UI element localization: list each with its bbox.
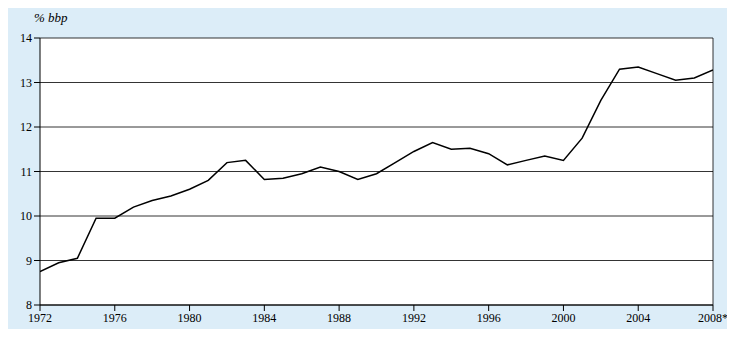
svg-text:12: 12 bbox=[20, 120, 32, 134]
svg-text:1996: 1996 bbox=[477, 311, 501, 325]
svg-text:13: 13 bbox=[20, 76, 32, 90]
svg-text:14: 14 bbox=[20, 31, 32, 45]
html-text:% bbp: % bbp bbox=[34, 10, 68, 25]
svg-text:2000: 2000 bbox=[551, 311, 575, 325]
svg-text:2004: 2004 bbox=[626, 311, 650, 325]
svg-text:2008*: 2008* bbox=[698, 311, 727, 325]
svg-text:11: 11 bbox=[20, 165, 32, 179]
svg-text:1988: 1988 bbox=[327, 311, 351, 325]
svg-text:1992: 1992 bbox=[402, 311, 426, 325]
svg-text:9: 9 bbox=[26, 254, 32, 268]
svg-text:8: 8 bbox=[26, 298, 32, 312]
svg-text:10: 10 bbox=[20, 209, 32, 223]
svg-text:1980: 1980 bbox=[178, 311, 202, 325]
svg-text:1984: 1984 bbox=[252, 311, 276, 325]
svg-text:1976: 1976 bbox=[103, 311, 127, 325]
svg-text:1972: 1972 bbox=[28, 311, 52, 325]
